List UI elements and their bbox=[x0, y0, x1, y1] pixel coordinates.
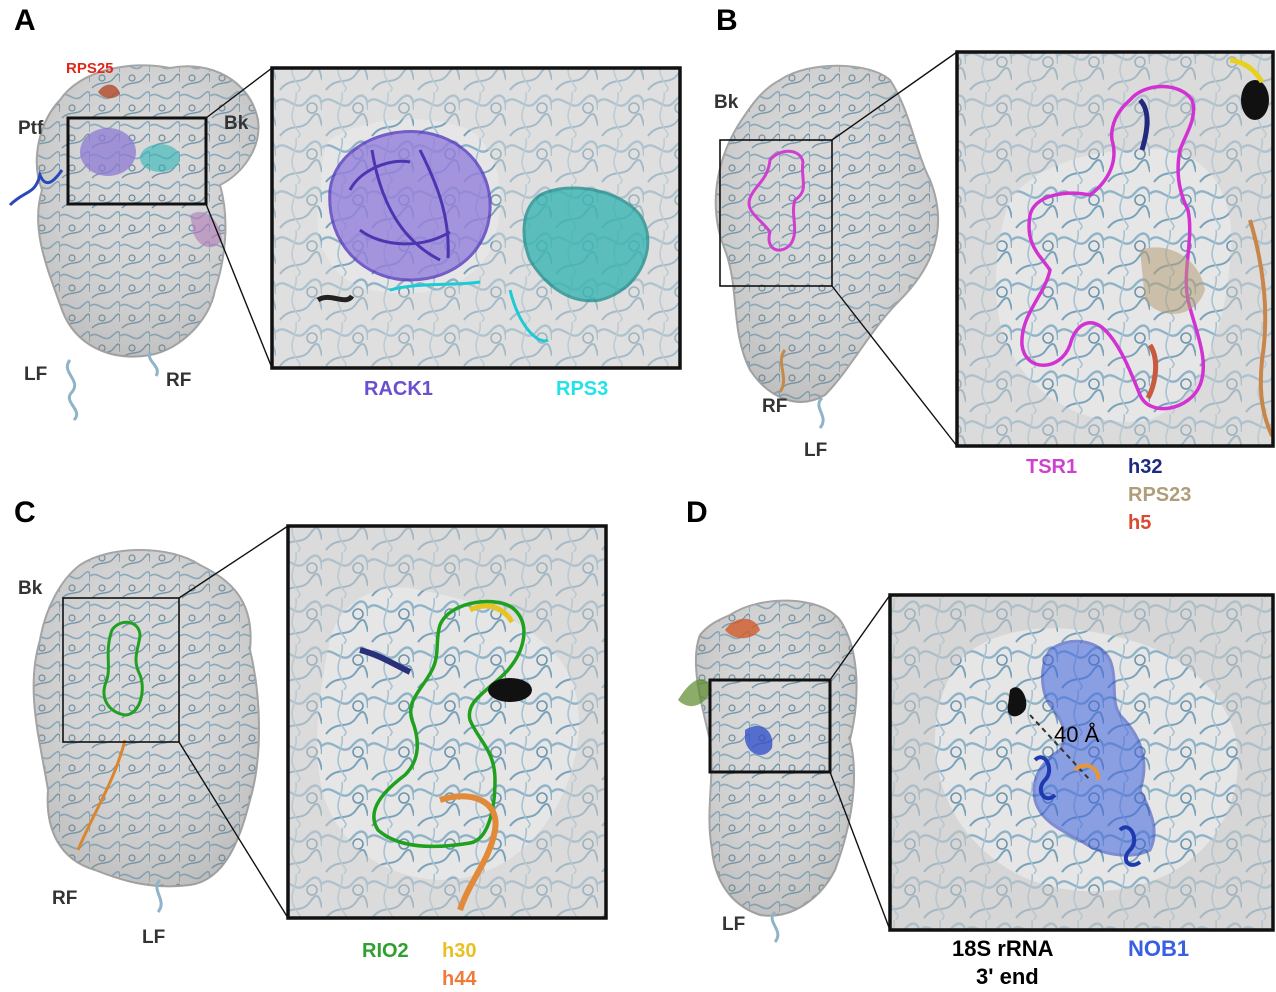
panel-a-label-bk: Bk bbox=[224, 113, 248, 135]
panel-a-label-lf: LF bbox=[24, 364, 47, 386]
panel-a-rf-helix bbox=[149, 352, 157, 376]
panel-a-label-rf: RF bbox=[166, 370, 191, 392]
panel-b-zoom-line-bottom bbox=[832, 286, 957, 446]
panel-b-label-bk: Bk bbox=[714, 92, 738, 114]
panel-b-label-lf: LF bbox=[804, 440, 827, 462]
panel-d-label-lf: LF bbox=[722, 914, 745, 936]
panel-c-legend-h30: h30 bbox=[442, 940, 476, 963]
panel-c-legend-h44: h44 bbox=[442, 968, 476, 991]
panel-d-distance-label: 40 Å bbox=[1054, 722, 1099, 748]
panel-b-legend-h5: h5 bbox=[1128, 512, 1151, 535]
panel-d-legend-18s-rrna: 18S rRNA bbox=[952, 936, 1053, 962]
panel-b-legend-tsr1: TSR1 bbox=[1026, 456, 1077, 479]
panel-a-inset bbox=[272, 68, 680, 368]
panel-b-overview bbox=[716, 52, 957, 446]
panel-a-label-ptf: Ptf bbox=[18, 118, 43, 140]
panel-a-legend-rps3: RPS3 bbox=[556, 378, 608, 401]
panel-b-inset bbox=[957, 52, 1273, 446]
panel-letter-b: B bbox=[716, 4, 738, 38]
panel-letter-c: C bbox=[14, 496, 36, 530]
panel-c-legend-rio2: RIO2 bbox=[362, 940, 409, 963]
panel-d-legend-3-end: 3' end bbox=[976, 964, 1039, 990]
panel-b-lf-helix bbox=[819, 398, 823, 428]
panel-b-legend-h32: h32 bbox=[1128, 456, 1162, 479]
panel-a-label-rps25: RPS25 bbox=[66, 60, 114, 77]
panel-d-overview bbox=[678, 595, 890, 942]
panel-c-black-ligand bbox=[488, 678, 532, 702]
panel-d-legend-nob1: NOB1 bbox=[1128, 936, 1189, 962]
panel-c-label-rf: RF bbox=[52, 888, 77, 910]
panel-a-rack1-thumb bbox=[80, 128, 136, 176]
panel-c-label-lf: LF bbox=[142, 927, 165, 949]
panel-c-label-bk: Bk bbox=[18, 578, 42, 600]
panel-letter-a: A bbox=[14, 4, 36, 38]
panel-b-legend-rps23: RPS23 bbox=[1128, 484, 1191, 507]
panel-b-label-rf: RF bbox=[762, 396, 787, 418]
panel-d-inset bbox=[890, 595, 1273, 930]
panel-c-overview bbox=[34, 526, 288, 918]
panel-a-legend-rack1: RACK1 bbox=[364, 378, 433, 401]
panel-a-rps3-thumb bbox=[140, 144, 180, 172]
panel-c-inset bbox=[288, 526, 606, 918]
panel-a-rack1-beta-propeller bbox=[330, 132, 490, 280]
panel-b-black-ligand bbox=[1241, 80, 1269, 120]
panel-letter-d: D bbox=[686, 496, 708, 530]
panel-a-lf-helix bbox=[67, 360, 76, 420]
